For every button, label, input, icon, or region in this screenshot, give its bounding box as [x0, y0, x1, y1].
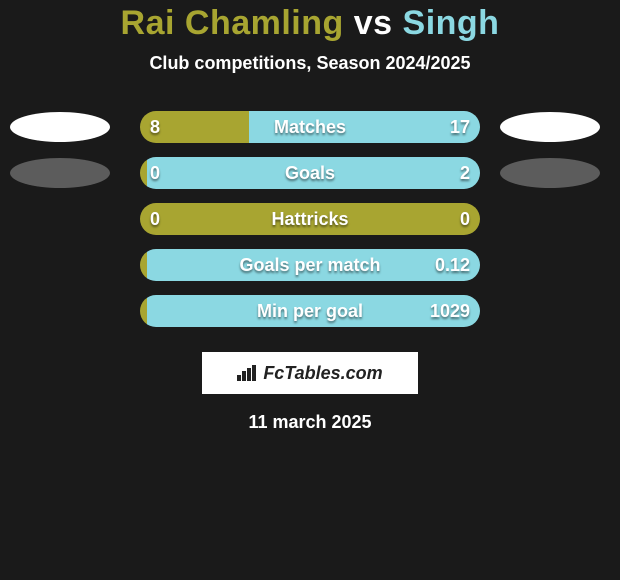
stat-bar-bg	[140, 249, 480, 281]
comparison-infographic: Rai Chamling vs Singh Club competitions,…	[0, 4, 620, 433]
stat-bar: Min per goal1029	[140, 295, 480, 327]
player-left-marker	[10, 158, 110, 188]
stat-bar: Goals per match0.12	[140, 249, 480, 281]
logo-text-wrap: FcTables.com	[237, 363, 382, 384]
stat-bar: Goals02	[140, 157, 480, 189]
title-player-right: Singh	[403, 4, 500, 42]
player-right-marker	[500, 112, 600, 142]
player-left-marker	[10, 112, 110, 142]
stat-rows: Matches817Goals02Hattricks00Goals per ma…	[0, 104, 620, 334]
stat-value-left: 0	[150, 157, 160, 189]
stat-bar-right	[147, 157, 480, 189]
stat-bar-left	[140, 157, 147, 189]
stat-bar-left	[140, 295, 147, 327]
stat-bar-bg	[140, 203, 480, 235]
stat-value-right: 0.12	[435, 249, 470, 281]
stat-value-right: 2	[460, 157, 470, 189]
stat-bar: Matches817	[140, 111, 480, 143]
subtitle: Club competitions, Season 2024/2025	[0, 53, 620, 74]
stat-value-left: 8	[150, 111, 160, 143]
site-logo: FcTables.com	[202, 352, 418, 394]
stat-row: Min per goal1029	[0, 288, 620, 334]
stat-bar-bg	[140, 111, 480, 143]
page-title: Rai Chamling vs Singh	[0, 4, 620, 43]
bar-chart-icon	[237, 365, 257, 381]
stat-value-right: 0	[460, 203, 470, 235]
stat-bar-right	[147, 249, 480, 281]
stat-value-left: 0	[150, 203, 160, 235]
stat-row: Goals02	[0, 150, 620, 196]
stat-row: Hattricks00	[0, 196, 620, 242]
title-player-left: Rai Chamling	[121, 4, 344, 42]
title-vs: vs	[354, 4, 393, 42]
stat-value-right: 17	[450, 111, 470, 143]
stat-value-right: 1029	[430, 295, 470, 327]
logo-text: FcTables.com	[263, 363, 382, 384]
stat-bar-right	[249, 111, 480, 143]
stat-bar-bg	[140, 157, 480, 189]
stat-bar-left	[140, 249, 147, 281]
stat-bar: Hattricks00	[140, 203, 480, 235]
stat-row: Goals per match0.12	[0, 242, 620, 288]
player-right-marker	[500, 158, 600, 188]
date-label: 11 march 2025	[0, 412, 620, 433]
stat-bar-left	[140, 203, 480, 235]
stat-row: Matches817	[0, 104, 620, 150]
